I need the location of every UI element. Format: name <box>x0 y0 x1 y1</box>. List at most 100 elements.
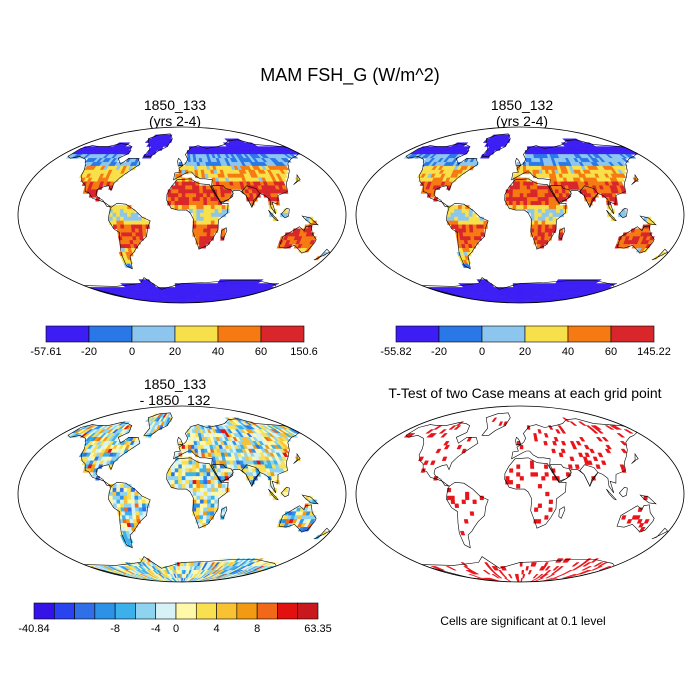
grid-cell <box>221 491 226 497</box>
grid-cell <box>605 444 612 450</box>
grid-cell <box>548 232 553 237</box>
grid-cell <box>141 224 147 229</box>
grid-cell <box>548 193 553 198</box>
grid-cell <box>196 484 201 489</box>
grid-cell <box>177 298 181 303</box>
grid-cell <box>537 503 542 508</box>
grid-cell <box>592 456 599 461</box>
coastline-australia <box>278 225 317 254</box>
grid-cell <box>127 499 132 504</box>
grid-cell <box>179 287 183 292</box>
coastline-greenland <box>143 133 173 157</box>
grid-cell <box>441 456 448 461</box>
grid-cell <box>112 208 117 214</box>
grid-cell <box>173 577 179 582</box>
colorbar-swatch <box>610 325 655 343</box>
grid-cell <box>108 491 113 497</box>
grid-cell <box>206 511 211 516</box>
grid-cell <box>519 197 524 202</box>
colorbar-swatch <box>216 602 238 620</box>
grid-cell <box>476 232 482 237</box>
grid-cell <box>490 150 495 155</box>
grid-cell <box>199 193 204 198</box>
grid-cell <box>178 472 183 477</box>
grid-cell <box>196 507 201 512</box>
grid-cell <box>556 212 561 218</box>
coastline-greenland <box>481 412 511 436</box>
grid-cell <box>537 224 542 229</box>
grid-cell <box>210 228 215 233</box>
grid-cell <box>210 220 215 225</box>
grid-cell <box>283 208 288 214</box>
grid-cell <box>505 197 510 202</box>
grid-cell <box>206 228 212 233</box>
grid-cell <box>134 212 139 218</box>
grid-cell <box>569 421 578 426</box>
grid-cell <box>185 201 190 206</box>
grid-cell <box>188 181 193 186</box>
coastline-india <box>579 464 599 487</box>
grid-cell <box>512 197 517 202</box>
grid-cell <box>626 519 633 524</box>
grid-cell <box>196 503 201 508</box>
grid-cell <box>203 511 208 516</box>
coastline-arabia <box>211 464 234 482</box>
grid-cell <box>196 201 201 206</box>
panel-ttest: T-Test of two Case means at each grid po… <box>355 385 685 628</box>
grid-cell <box>534 201 539 206</box>
grid-cell <box>138 224 143 229</box>
grid-cell <box>516 185 521 190</box>
grid-cell <box>552 216 557 222</box>
grid-cell <box>174 460 179 465</box>
grid-cell <box>544 189 549 194</box>
colorbar-tick-label: 20 <box>519 346 531 358</box>
grid-cell <box>534 228 539 233</box>
grid-cell <box>196 216 201 222</box>
grid-cell <box>181 177 186 182</box>
grid-cell <box>454 208 459 214</box>
grid-cell <box>178 193 183 198</box>
grid-cell <box>199 511 204 516</box>
grid-cell <box>519 562 523 567</box>
grid-cell <box>181 448 186 454</box>
grid-cell <box>523 177 527 182</box>
grid-cell <box>189 480 194 485</box>
grid-cell <box>541 201 546 206</box>
grid-cell <box>430 460 436 465</box>
grid-cell <box>446 216 452 222</box>
grid-cell <box>173 298 179 303</box>
grid-cell <box>210 205 215 210</box>
grid-cell <box>537 220 543 225</box>
grid-cell <box>534 216 539 222</box>
grid-cell <box>200 212 205 218</box>
grid-cell <box>131 511 137 516</box>
coastline-new-guinea <box>639 215 657 226</box>
grid-cell <box>178 181 183 186</box>
grid-cell <box>185 468 190 473</box>
grid-cell <box>199 476 204 481</box>
grid-cell <box>181 472 186 477</box>
grid-cell <box>581 566 592 571</box>
grid-cell <box>203 208 208 214</box>
grid-cell <box>187 165 192 171</box>
grid-cell <box>184 162 189 167</box>
grid-cell <box>553 437 559 442</box>
grid-cell <box>519 476 524 481</box>
grid-cell <box>199 484 205 489</box>
grid-cell <box>130 495 135 501</box>
grid-cell <box>479 220 484 225</box>
grid-cell <box>112 224 118 229</box>
colorbar-swatch <box>33 602 55 620</box>
grid-cell <box>516 205 521 210</box>
grid-cell <box>207 212 212 218</box>
grid-cell <box>170 201 175 206</box>
grid-cell <box>537 208 543 214</box>
grid-cell <box>509 193 514 198</box>
grid-cell <box>116 228 122 233</box>
grid-cell <box>510 298 516 303</box>
coastline-south-america <box>107 202 151 270</box>
grid-cell <box>457 220 463 225</box>
coastline-uk <box>177 436 184 446</box>
grid-cell <box>178 201 183 206</box>
grid-cell <box>178 468 183 473</box>
